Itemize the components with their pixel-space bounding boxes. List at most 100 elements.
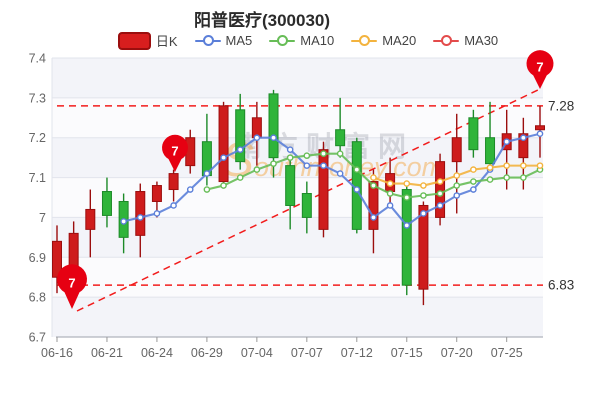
candle-body-4 — [101, 191, 112, 216]
ma5-marker — [336, 170, 344, 177]
ma5-marker — [120, 218, 127, 225]
plot-band — [52, 58, 543, 98]
ma5-marker — [370, 214, 377, 221]
legend-item-ma30[interactable]: MA30 — [433, 33, 498, 48]
legend-label: MA30 — [464, 33, 499, 48]
ma5-marker — [503, 138, 510, 145]
ma20-marker — [386, 180, 394, 187]
y-tick-label: 7.1 — [29, 171, 46, 185]
ma10-marker — [286, 154, 294, 161]
legend-label: 日K — [155, 34, 178, 49]
candle-body-23 — [418, 204, 429, 290]
plot-band — [52, 97, 543, 138]
candle-body-22 — [401, 189, 412, 286]
ma5-marker — [170, 202, 177, 209]
candle-body-30 — [535, 125, 545, 131]
x-tick-label: 07-25 — [491, 346, 523, 360]
candle-body-27 — [485, 137, 496, 165]
x-tick-label: 06-16 — [41, 346, 73, 360]
legend-label: MA20 — [382, 33, 417, 48]
legend-item-ma20[interactable]: MA20 — [351, 33, 416, 48]
plot-band — [52, 297, 543, 337]
line-marker-icon — [351, 35, 378, 46]
candle-body-29 — [518, 133, 529, 159]
badge-count: 7 — [68, 276, 75, 291]
ma5-marker — [353, 186, 361, 193]
x-tick-label: 07-12 — [341, 346, 373, 360]
price-annotations: 7.28 6.83 — [548, 98, 574, 292]
badge-pin-icon — [162, 134, 188, 172]
legend-label: MA10 — [300, 33, 335, 48]
candle-body-8 — [168, 173, 179, 191]
y-tick-label: 7.2 — [29, 131, 46, 145]
ma10-marker — [270, 160, 277, 167]
ma10-marker — [320, 150, 327, 157]
x-tick-label: 06-29 — [191, 346, 223, 360]
ma20-marker — [436, 178, 444, 185]
y-tick-label: 6.8 — [29, 291, 46, 305]
ma10-marker — [420, 192, 427, 199]
ma5-marker — [203, 170, 211, 177]
x-tick-label: 07-20 — [441, 346, 473, 360]
ma20-marker — [486, 164, 494, 171]
line-marker-icon — [433, 35, 460, 46]
ma5-marker — [136, 214, 144, 221]
ma20-marker — [503, 162, 510, 169]
badge-pin-icon — [57, 264, 87, 309]
ma20-marker — [403, 180, 411, 187]
badge-pin-icon — [526, 50, 554, 89]
ma10-marker — [203, 186, 211, 193]
legend-item-ma10[interactable]: MA10 — [269, 33, 334, 48]
ma5-marker — [436, 202, 444, 209]
candle-body-18 — [335, 129, 346, 147]
candle-body-20 — [368, 181, 379, 230]
ma20-marker — [520, 162, 527, 169]
line-marker-icon — [194, 35, 221, 46]
candle-body-15 — [285, 165, 296, 206]
ma10-marker — [453, 182, 461, 189]
ma10-marker — [236, 174, 244, 181]
ma5-marker — [286, 146, 294, 153]
x-tick-label: 06-24 — [141, 346, 173, 360]
candle-swatch-icon — [117, 31, 151, 50]
plot-band — [52, 257, 543, 298]
ma5-marker — [470, 186, 477, 193]
signal-badges: 7 7 7 — [57, 50, 554, 309]
y-tick-label: 7.4 — [29, 52, 46, 66]
ma10-marker — [253, 166, 261, 173]
legend-item-ma5[interactable]: MA5 — [194, 33, 252, 48]
support-price-label: 6.83 — [548, 278, 574, 293]
ma10-marker — [386, 190, 394, 197]
candle-body-17 — [318, 149, 329, 230]
candle-body-16 — [301, 193, 312, 218]
ma5-marker — [386, 202, 394, 209]
ma5-marker — [420, 210, 427, 217]
ma5-marker — [303, 162, 311, 169]
candle-body-1 — [52, 240, 62, 278]
ma10-marker — [520, 174, 527, 181]
candle-body-7 — [151, 185, 162, 202]
ma10-marker — [220, 182, 227, 189]
ma20-marker — [536, 162, 544, 169]
ma10-marker — [486, 176, 494, 183]
candle-body-12 — [235, 109, 246, 163]
ma5-marker — [153, 210, 161, 217]
ma20-marker — [370, 174, 377, 181]
candle-body-14 — [268, 93, 279, 159]
ma10-marker — [370, 182, 377, 189]
x-tick-label: 06-21 — [91, 346, 123, 360]
ma10-marker — [436, 190, 444, 197]
ma5-marker — [453, 192, 461, 199]
ma20-marker — [453, 172, 461, 179]
x-tick-label: 07-07 — [291, 346, 323, 360]
legend-item-日k[interactable]: 日K — [117, 31, 178, 50]
y-tick-label: 7.3 — [29, 91, 46, 105]
ma5-marker — [186, 186, 194, 193]
ma10-marker — [353, 166, 361, 173]
ma5-marker — [236, 146, 244, 153]
ma5-marker — [536, 130, 544, 138]
y-tick-label: 6.9 — [29, 251, 46, 265]
ma10-marker — [303, 152, 311, 159]
badge-count: 7 — [171, 144, 178, 159]
ma5-marker — [520, 134, 527, 142]
